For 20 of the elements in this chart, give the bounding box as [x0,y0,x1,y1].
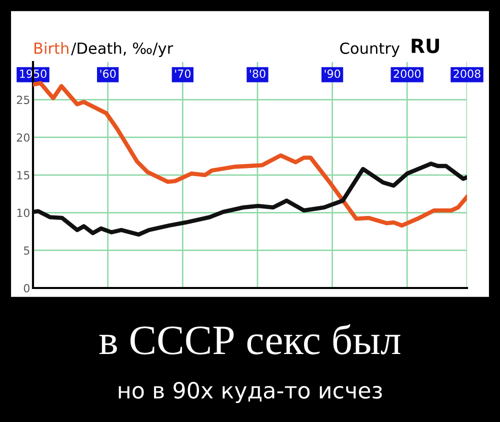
y-tick-label: 0 [24,284,30,292]
x-tick-label: 2008 [454,70,480,78]
y-tick-label: 25 [16,96,30,104]
text: но в 90х куда-то исчез [118,382,382,404]
text: RU [412,38,439,54]
series-label: Birth [34,42,68,54]
y-axis-title: /Death, ‰/yr [71,42,174,57]
y-tick-label: 5 [24,246,30,255]
y-tick-label: 15 [17,171,30,180]
x-tick-label: '90 [324,70,340,78]
x-tick-label: '60 [100,70,116,78]
line-series [33,162,467,237]
x-tick-label: '70 [175,70,191,78]
y-tick-label: 10 [17,208,30,218]
text: в СССР секс был [99,324,400,354]
line-series [33,81,467,228]
x-tick-label: '80 [250,70,266,78]
text: Country [340,42,400,57]
x-tick-label: 2000 [394,70,421,78]
y-tick-label: 20 [16,133,30,142]
